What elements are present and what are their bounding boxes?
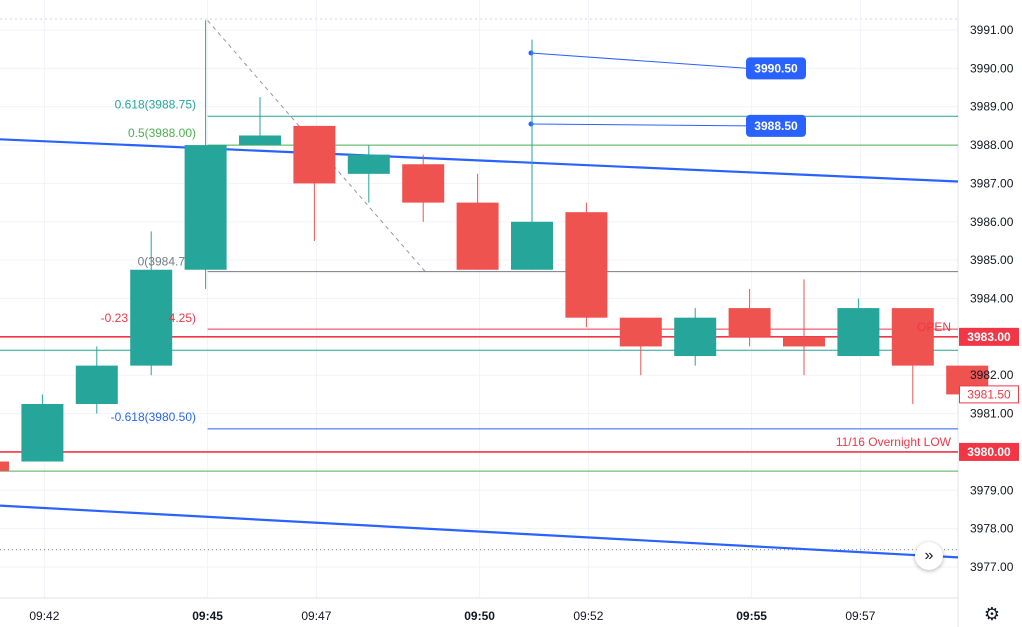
candle-body [456, 202, 499, 270]
candle-body [0, 461, 9, 472]
price-tick-label: 3981.00 [970, 407, 1014, 421]
candle [783, 279, 825, 376]
price-tick-label: 3987.00 [970, 176, 1014, 190]
time-axis[interactable]: 09:42 09:45 09:47 09:50 09:52 09:55 09:57 [29, 609, 875, 623]
time-tick-label: 09:50 [464, 609, 495, 623]
price-tick-label: 3982.00 [970, 368, 1014, 382]
price-tag-text: 3983.00 [967, 330, 1011, 344]
trendline [0, 138, 959, 183]
callout-anchor [528, 121, 534, 127]
time-tick-label: 09:45 [192, 609, 223, 623]
candle-body [783, 336, 825, 347]
candle [402, 154, 445, 222]
price-tick-label: 3989.00 [970, 100, 1014, 114]
candle-body [511, 221, 553, 270]
time-tick-label: 09:57 [845, 609, 875, 623]
callout-text: 3988.50 [754, 119, 798, 133]
candle-body [75, 365, 118, 404]
fib-level-label: 0(3984.7 [138, 255, 186, 269]
time-tick-label: 09:52 [573, 609, 603, 623]
price-tag: 3983.00 [959, 327, 1019, 346]
price-axis[interactable]: 3991.00 3990.00 3989.00 3988.00 3987.00 3986.… [959, 23, 1019, 574]
candle [891, 308, 934, 404]
candle [239, 97, 281, 146]
candle [347, 145, 390, 203]
chart-settings-button[interactable]: ⚙ [982, 604, 1002, 624]
candle-body [565, 212, 608, 318]
price-tick-label: 3990.00 [970, 61, 1014, 75]
candle [0, 461, 9, 472]
candle-body [293, 125, 336, 184]
price-tag: 3981.50 [959, 385, 1019, 404]
callout-anchor [528, 50, 534, 56]
candle-body [891, 308, 934, 366]
candle [511, 39, 553, 270]
scroll-to-realtime-button[interactable]: » [915, 542, 943, 570]
price-tick-label: 3985.00 [970, 253, 1014, 267]
candle [75, 346, 118, 414]
callout-text: 3990.50 [754, 61, 798, 75]
callout-label[interactable]: 3988.50 [746, 114, 806, 137]
price-tick-label: 3988.00 [970, 138, 1014, 152]
fib-level-label: 0.618(3988.75) [115, 97, 196, 111]
price-tag: 3980.00 [959, 442, 1019, 461]
callout-box [746, 57, 806, 80]
candle [184, 20, 227, 289]
time-tick-label: 09:42 [29, 609, 59, 623]
callout-label[interactable]: 3990.50 [746, 57, 806, 80]
price-tick-label: 3986.00 [970, 215, 1014, 229]
candle-body [239, 135, 281, 146]
horizontal-level-label: 11/16 Overnight LOW [836, 435, 952, 449]
candle-body [674, 317, 717, 357]
price-tick-label: 3984.00 [970, 292, 1014, 306]
price-tag-box [959, 442, 1019, 461]
candle [21, 394, 64, 462]
fib-level-label: 4.25) [169, 311, 196, 325]
price-tag-text: 3981.50 [967, 387, 1011, 401]
candle [619, 317, 662, 376]
price-tag-text: 3980.00 [967, 445, 1011, 459]
callout-box [746, 114, 806, 137]
candle-body [130, 269, 173, 366]
candle-body [347, 154, 390, 174]
candle [837, 298, 880, 357]
fib-level-label: -0.618(3980.50) [111, 410, 196, 424]
candle [728, 288, 771, 347]
double-chevron-right-icon: » [924, 547, 934, 564]
candles [0, 20, 989, 472]
callout-line [530, 123, 749, 127]
candle [130, 231, 173, 376]
candle-body [402, 164, 445, 203]
candle [456, 173, 499, 270]
candle [674, 308, 717, 366]
gear-icon: ⚙ [983, 604, 1001, 624]
time-tick-label: 09:47 [301, 609, 331, 623]
price-tick-label: 3978.00 [970, 522, 1014, 536]
candle [565, 202, 608, 328]
candle-body [21, 403, 64, 462]
candle-body [728, 308, 771, 337]
horizontal-level-label: OPEN [917, 320, 951, 334]
price-tick-label: 3977.00 [970, 560, 1014, 574]
price-tick-label: 3979.00 [970, 483, 1014, 497]
callout-line [530, 52, 749, 69]
candle-body [837, 308, 880, 357]
candle [293, 125, 336, 241]
price-tick-label: 3991.00 [970, 23, 1014, 37]
fib-level-label: 0.5(3988.00) [128, 126, 196, 140]
level-labels: 0.618(3988.75) 0.5(3988.00) 0(3984.7 -0.23 4… [101, 57, 952, 449]
price-tag-box [959, 327, 1019, 346]
fib-level-label: -0.23 [101, 311, 129, 325]
time-tick-label: 09:55 [736, 609, 767, 623]
candle-body [184, 145, 227, 270]
price-tag-box [959, 385, 1019, 404]
candle-body [619, 317, 662, 347]
trendline [0, 504, 959, 559]
